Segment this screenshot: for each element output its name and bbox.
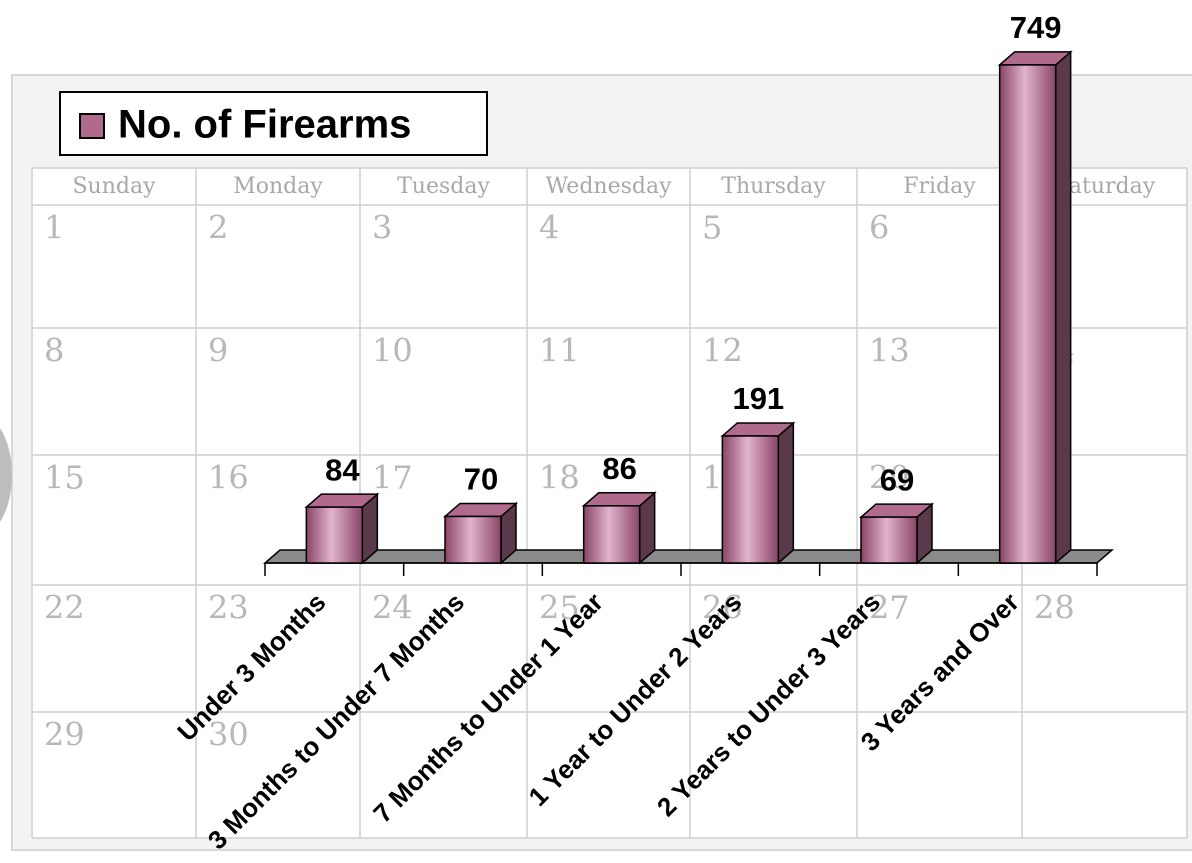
day-number: 30 bbox=[208, 716, 249, 754]
day-number: 24 bbox=[372, 589, 413, 627]
day-number: 12 bbox=[702, 332, 743, 370]
day-number: 1 bbox=[44, 209, 64, 247]
value-label: 84 bbox=[325, 452, 360, 487]
legend-label: No. of Firearms bbox=[118, 103, 411, 147]
day-number: 29 bbox=[44, 716, 85, 754]
calendar: Sunday Monday Tuesday Wednesday Thursday Frid… bbox=[31, 167, 1188, 839]
bar-front bbox=[998, 64, 1057, 564]
weekday: Friday bbox=[903, 174, 976, 199]
weekday: Sunday bbox=[72, 174, 156, 199]
day-number: 27 bbox=[869, 589, 910, 627]
weekday: Monday bbox=[233, 174, 323, 199]
day-number: 17 bbox=[372, 459, 413, 497]
value-label: 69 bbox=[880, 462, 914, 497]
bar-front bbox=[582, 505, 641, 564]
value-label: 191 bbox=[732, 381, 784, 416]
bar bbox=[858, 502, 935, 565]
bar-side bbox=[777, 421, 795, 565]
day-number: 11 bbox=[539, 332, 580, 370]
day-number: 28 bbox=[1034, 589, 1075, 627]
day-number: 5 bbox=[702, 209, 722, 247]
day-number: 20 bbox=[869, 459, 910, 497]
day-number: 9 bbox=[208, 332, 228, 370]
bar bbox=[581, 491, 657, 565]
day-number: 13 bbox=[869, 332, 910, 370]
bar bbox=[304, 492, 380, 565]
bar bbox=[720, 421, 796, 565]
weekday: Thursday bbox=[721, 174, 826, 199]
day-number: 25 bbox=[539, 589, 580, 627]
day-number: 23 bbox=[208, 589, 249, 627]
day-number: 3 bbox=[372, 209, 392, 247]
day-number: 15 bbox=[44, 459, 85, 497]
legend-swatch bbox=[79, 113, 105, 139]
day-number: 4 bbox=[539, 209, 559, 247]
bar bbox=[997, 50, 1073, 565]
bar-side bbox=[1054, 50, 1072, 565]
value-label: 70 bbox=[464, 462, 498, 497]
day-number: 18 bbox=[539, 459, 580, 497]
bar-front bbox=[860, 516, 918, 564]
legend bbox=[59, 91, 488, 156]
weekday: Tuesday bbox=[397, 174, 490, 199]
bar-front bbox=[305, 506, 364, 564]
day-number: 10 bbox=[372, 332, 413, 370]
day-number: 6 bbox=[869, 209, 889, 247]
day-number: 16 bbox=[208, 459, 249, 497]
floor bbox=[262, 549, 1115, 564]
value-label: 86 bbox=[602, 451, 636, 486]
background-shape bbox=[0, 428, 12, 522]
bar-front bbox=[721, 435, 780, 564]
bar-front bbox=[444, 515, 502, 564]
day-number: 22 bbox=[44, 589, 85, 627]
weekday: Wednesday bbox=[545, 174, 672, 199]
day-number: 2 bbox=[208, 209, 228, 247]
bar bbox=[442, 501, 519, 565]
value-label: 749 bbox=[1010, 10, 1062, 45]
day-number: 26 bbox=[702, 589, 743, 627]
day-number: 8 bbox=[44, 332, 64, 370]
